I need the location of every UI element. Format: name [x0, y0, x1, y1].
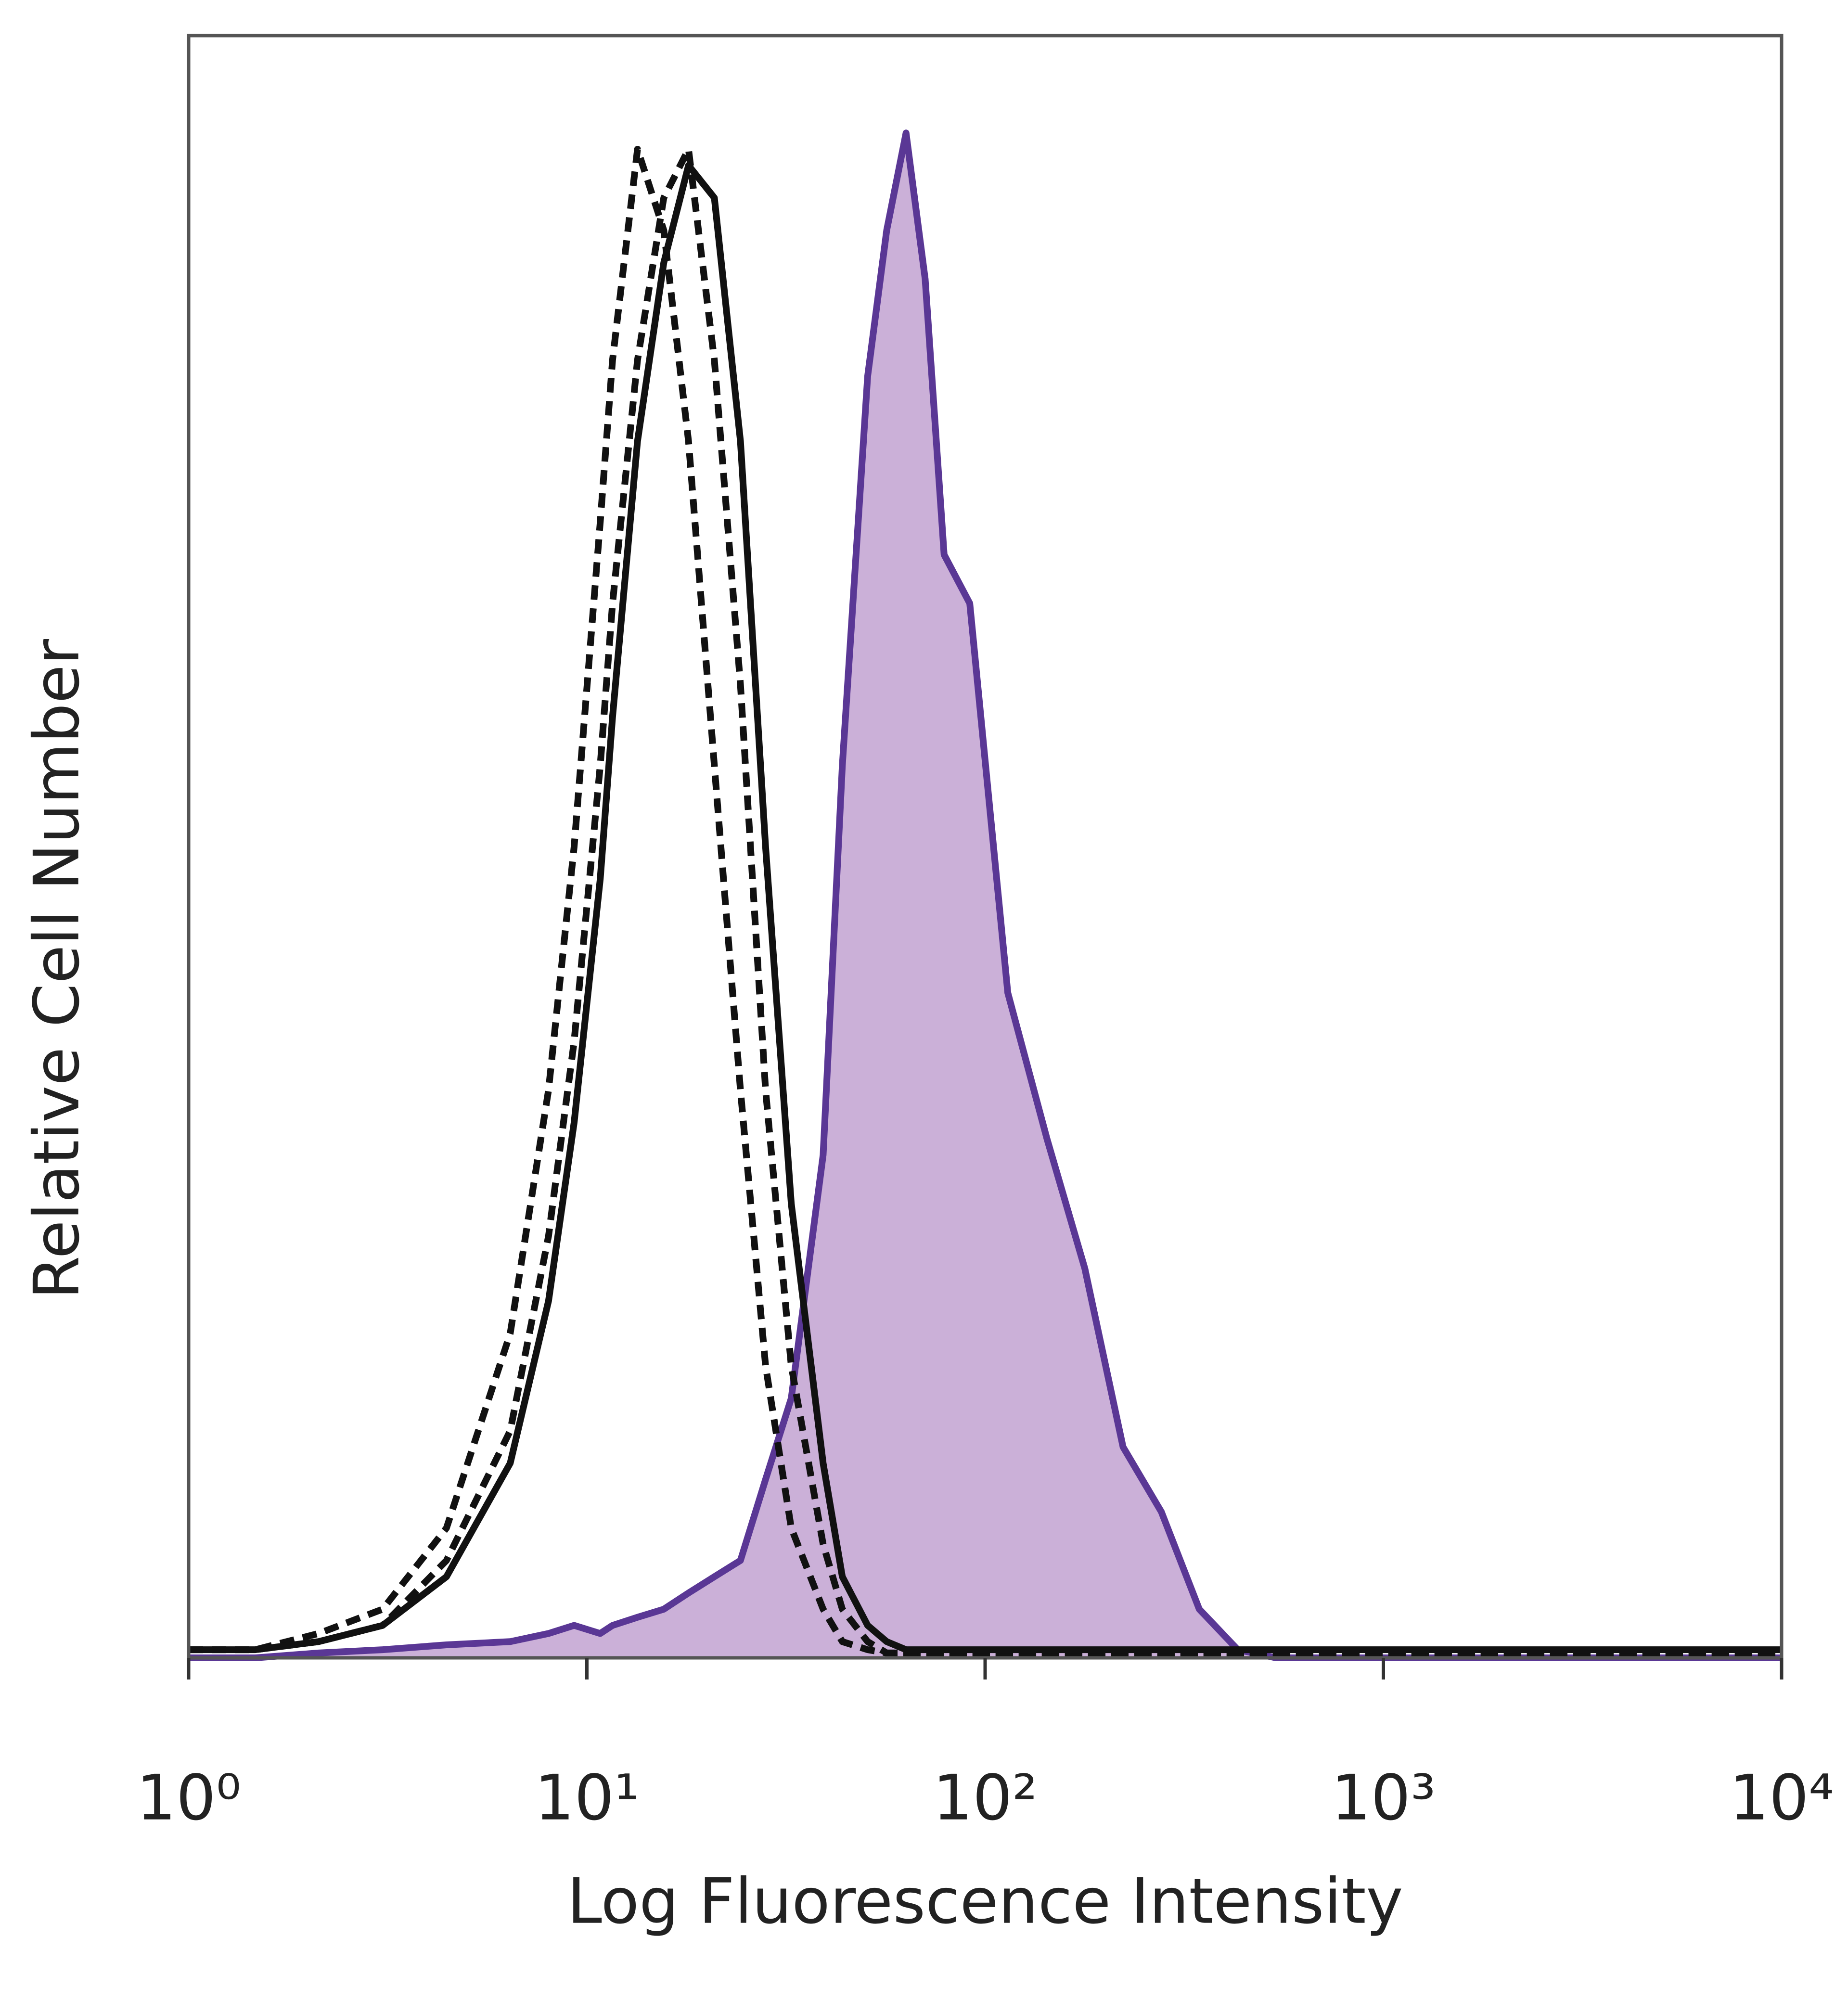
line — [189, 129, 1782, 1661]
x-tick-label: 10⁴ — [1729, 1761, 1834, 1834]
x-tick-label: 10¹ — [535, 1761, 640, 1834]
line — [189, 146, 1782, 1656]
area — [189, 133, 1782, 1658]
x-tick-label: 10³ — [1331, 1761, 1436, 1834]
y-axis-label: Relative Cell Number — [20, 639, 93, 1299]
line — [189, 162, 1782, 1654]
x-tick-label: 10⁰ — [136, 1761, 241, 1834]
x-axis-label: Log Fluorescence Intensity — [567, 1865, 1403, 1938]
x-tick-label: 10² — [933, 1761, 1038, 1834]
